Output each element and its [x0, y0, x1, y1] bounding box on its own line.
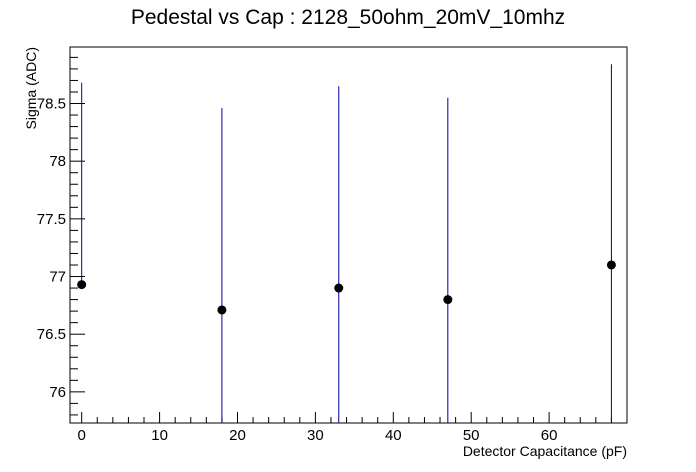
y-tick-label: 76.5 — [37, 326, 66, 343]
x-axis: 0 10 20 30 40 50 60 — [78, 412, 628, 444]
y-tick-label: 77.5 — [37, 211, 66, 228]
data-point — [606, 260, 616, 270]
x-tick-label: 60 — [541, 427, 558, 444]
y-tick-label: 77 — [49, 269, 66, 286]
data-point — [443, 295, 453, 305]
x-axis-label: Detector Capacitance (pF) — [463, 443, 627, 459]
x-tick-label: 40 — [385, 427, 402, 444]
data-point — [217, 305, 227, 315]
x-tick-label: 10 — [151, 427, 168, 444]
x-tick-label: 30 — [307, 427, 324, 444]
chart-title: Pedestal vs Cap : 2128_50ohm_20mV_10mhz — [131, 6, 565, 29]
y-axis-label: Sigma (ADC) — [23, 47, 39, 129]
data-point — [77, 280, 87, 290]
y-tick-label: 78.5 — [37, 96, 66, 113]
error-bars — [81, 64, 612, 423]
y-tick-label: 78 — [49, 153, 66, 170]
data-markers — [77, 260, 616, 315]
x-tick-label: 50 — [463, 427, 480, 444]
y-tick-label: 76 — [49, 384, 66, 401]
y-axis: 76 76.5 77 77.5 78 78.5 — [37, 56, 85, 416]
x-tick-label: 20 — [229, 427, 246, 444]
plot-frame — [69, 46, 628, 424]
data-point — [334, 283, 344, 293]
x-tick-label: 0 — [78, 427, 86, 444]
